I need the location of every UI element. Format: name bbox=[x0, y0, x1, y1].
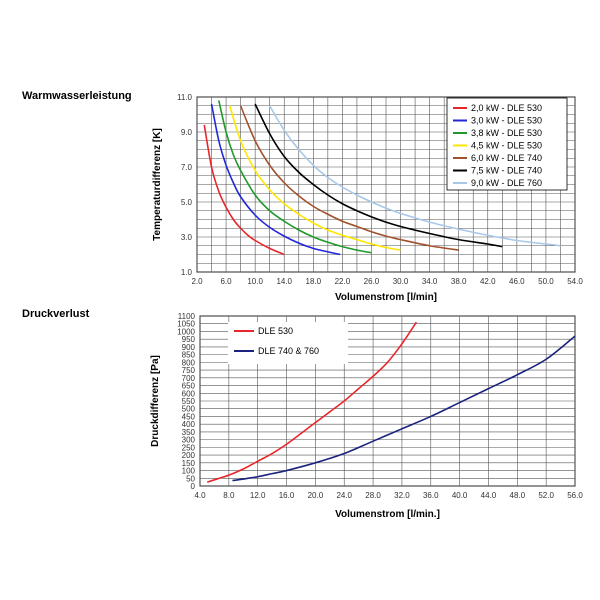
x-tick-label: 26.0 bbox=[364, 277, 380, 286]
legend-label-5: 7,5 kW - DLE 740 bbox=[471, 166, 542, 176]
x-tick-label: 10.0 bbox=[247, 277, 263, 286]
x-tick-label: 30.0 bbox=[393, 277, 409, 286]
series-line-1 bbox=[210, 103, 341, 256]
legend-label-3: 4,5 kW - DLE 530 bbox=[471, 141, 542, 151]
x-tick-label: 12.0 bbox=[250, 491, 266, 500]
series-line-0 bbox=[203, 124, 285, 256]
x-tick-label: 8.0 bbox=[223, 491, 235, 500]
series-line-5 bbox=[254, 103, 503, 248]
x-tick-label: 34.0 bbox=[422, 277, 438, 286]
x-tick-label: 20.0 bbox=[308, 491, 324, 500]
x-tick-label: 48.0 bbox=[510, 491, 526, 500]
y-tick-label: 450 bbox=[182, 412, 196, 421]
y-tick-label: 9.0 bbox=[181, 128, 193, 137]
x-tick-label: 24.0 bbox=[336, 491, 352, 500]
y-axis-label: Druckdifferenz [Pa] bbox=[150, 355, 161, 447]
x-tick-label: 36.0 bbox=[423, 491, 439, 500]
x-tick-label: 2.0 bbox=[191, 277, 203, 286]
series-line-0 bbox=[206, 321, 418, 483]
x-tick-label: 6.0 bbox=[221, 277, 233, 286]
y-tick-label: 500 bbox=[182, 405, 196, 414]
y-tick-label: 200 bbox=[182, 451, 196, 460]
legend-label-0: 2,0 kW - DLE 530 bbox=[471, 103, 542, 113]
y-tick-label: 11.0 bbox=[177, 93, 193, 102]
x-axis-label: Volumenstrom [l/min.] bbox=[335, 509, 440, 520]
y-tick-label: 1050 bbox=[177, 320, 195, 329]
series-line-1 bbox=[232, 335, 576, 482]
legend-label-4: 6,0 kW - DLE 740 bbox=[471, 153, 542, 163]
x-tick-label: 42.0 bbox=[480, 277, 496, 286]
y-tick-label: 7.0 bbox=[181, 163, 193, 172]
x-tick-label: 22.0 bbox=[335, 277, 351, 286]
y-tick-label: 1.0 bbox=[181, 268, 193, 277]
y-tick-label: 150 bbox=[182, 459, 196, 468]
y-tick-label: 850 bbox=[182, 351, 196, 360]
y-tick-label: 300 bbox=[182, 436, 196, 445]
legend-box bbox=[446, 97, 568, 191]
y-axis-label: Temperaturdifferenz [K] bbox=[152, 128, 163, 241]
y-tick-label: 700 bbox=[182, 374, 196, 383]
y-tick-label: 350 bbox=[182, 428, 196, 437]
y-tick-label: 950 bbox=[182, 335, 196, 344]
series-line-3 bbox=[228, 105, 401, 251]
x-tick-label: 32.0 bbox=[394, 491, 410, 500]
chart-warmwasserleistung: 2.0 6.0 10.0 14.0 18.0 22.0 26.0 30.0 34.0 38.0 42… bbox=[152, 93, 583, 303]
section-title-druckverlust: Druckverlust bbox=[22, 308, 90, 320]
legend-box bbox=[228, 322, 348, 364]
section-title-warmwasserleistung: Warmwasserleistung bbox=[22, 90, 132, 102]
y-tick-label: 550 bbox=[182, 397, 196, 406]
x-tick-label: 38.0 bbox=[451, 277, 467, 286]
x-tick-label: 52.0 bbox=[538, 491, 554, 500]
x-tick-label: 16.0 bbox=[279, 491, 295, 500]
x-tick-label: 56.0 bbox=[567, 491, 583, 500]
x-tick-label: 44.0 bbox=[481, 491, 497, 500]
legend-label-6: 9,0 kW - DLE 760 bbox=[471, 178, 542, 188]
y-tick-label: 50 bbox=[186, 474, 195, 483]
x-axis-label: Volumenstrom [l/min] bbox=[335, 292, 437, 303]
y-tick-label: 750 bbox=[182, 366, 196, 375]
y-tick-label: 1000 bbox=[177, 327, 195, 336]
y-tick-label: 250 bbox=[182, 443, 196, 452]
y-tick-label: 100 bbox=[182, 467, 196, 476]
x-tick-label: 46.0 bbox=[509, 277, 525, 286]
legend-label-1: DLE 740 & 760 bbox=[258, 346, 319, 356]
y-tick-label: 600 bbox=[182, 389, 196, 398]
legend: 2,0 kW - DLE 530 3,0 kW - DLE 530 3,8 kW -… bbox=[446, 97, 568, 191]
chart-druckverlust: 4.0 8.0 12.0 16.0 20.0 24.0 28.0 32.0 36.0 40.0 44… bbox=[150, 312, 583, 520]
x-tick-label: 54.0 bbox=[567, 277, 583, 286]
series-line-2 bbox=[218, 100, 372, 254]
x-tick-label: 18.0 bbox=[306, 277, 322, 286]
x-tick-label: 28.0 bbox=[365, 491, 381, 500]
x-tick-label: 14.0 bbox=[276, 277, 292, 286]
y-tick-label: 5.0 bbox=[181, 198, 193, 207]
y-tick-label: 3.0 bbox=[181, 233, 193, 242]
legend-label-1: 3,0 kW - DLE 530 bbox=[471, 116, 542, 126]
y-tick-label: 0 bbox=[191, 482, 196, 491]
legend-label-0: DLE 530 bbox=[258, 326, 293, 336]
x-tick-label: 50.0 bbox=[538, 277, 554, 286]
series-line-6 bbox=[269, 105, 561, 247]
y-tick-label: 650 bbox=[182, 382, 196, 391]
legend-label-2: 3,8 kW - DLE 530 bbox=[471, 128, 542, 138]
y-tick-label: 800 bbox=[182, 358, 196, 367]
y-tick-label: 400 bbox=[182, 420, 196, 429]
series-line-4 bbox=[239, 105, 459, 251]
y-tick-label: 900 bbox=[182, 343, 196, 352]
x-tick-label: 4.0 bbox=[194, 491, 206, 500]
x-tick-label: 40.0 bbox=[452, 491, 468, 500]
y-tick-label: 1100 bbox=[178, 312, 196, 321]
legend: DLE 530 DLE 740 & 760 bbox=[228, 322, 348, 364]
